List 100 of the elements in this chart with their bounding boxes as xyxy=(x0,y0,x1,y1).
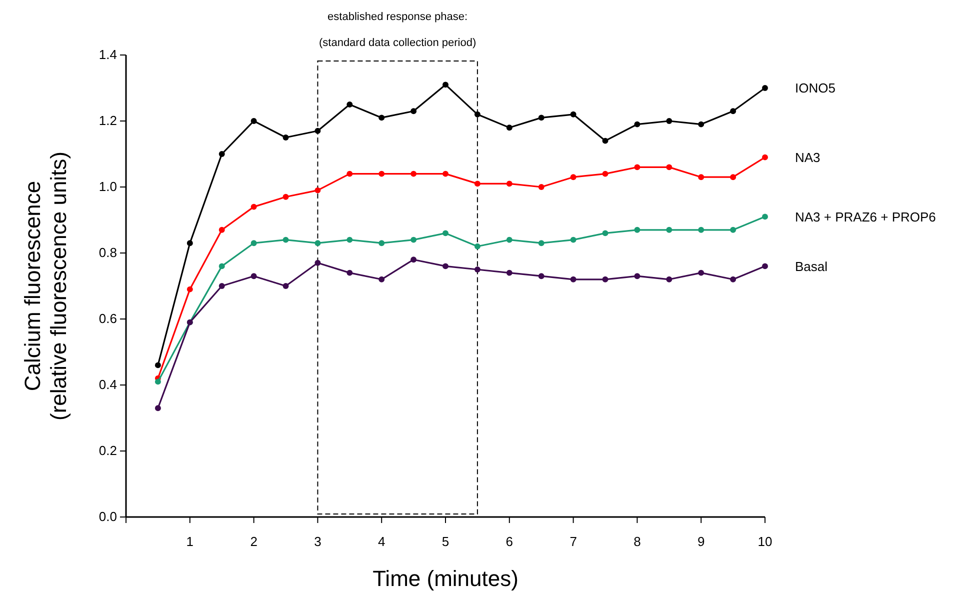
point xyxy=(762,154,768,160)
point xyxy=(666,276,672,282)
x-tick-label: 6 xyxy=(506,534,514,550)
point xyxy=(218,283,225,289)
point xyxy=(250,118,257,124)
point xyxy=(730,108,736,114)
point xyxy=(410,256,417,263)
point xyxy=(506,124,512,131)
x-tick-label: 4 xyxy=(378,534,386,550)
point xyxy=(538,240,544,246)
point xyxy=(346,102,353,108)
point xyxy=(218,151,225,157)
point xyxy=(282,283,289,289)
point xyxy=(762,263,768,270)
text: Basal xyxy=(795,258,828,274)
point xyxy=(282,134,289,140)
point xyxy=(346,270,353,276)
point xyxy=(538,273,544,280)
point xyxy=(282,236,289,243)
point xyxy=(602,276,608,282)
y-tick-label: 1.4 xyxy=(98,47,117,62)
text: IONO5 xyxy=(795,80,836,96)
point xyxy=(474,243,480,250)
point xyxy=(762,85,768,91)
point xyxy=(506,180,512,187)
x-tick-label: 9 xyxy=(697,534,705,550)
point xyxy=(474,266,480,272)
point xyxy=(730,276,736,282)
point xyxy=(378,276,385,282)
point xyxy=(474,111,480,118)
point xyxy=(314,260,321,266)
point xyxy=(314,187,321,194)
point xyxy=(410,108,417,114)
point xyxy=(698,226,704,233)
point xyxy=(442,82,448,88)
point xyxy=(698,270,704,276)
point xyxy=(250,273,257,280)
y-tick-label: 0.8 xyxy=(98,245,117,260)
point xyxy=(346,236,353,243)
point xyxy=(378,114,385,121)
point xyxy=(570,236,576,243)
y-tick-label: 0.2 xyxy=(98,443,117,458)
point xyxy=(410,170,417,177)
x-tick-label: 8 xyxy=(634,534,641,550)
x-tick-label: 1 xyxy=(186,534,194,550)
y-tick-label: 0.4 xyxy=(98,377,117,392)
y-tick-label: 1.2 xyxy=(98,113,117,128)
y-tick-label: 1.0 xyxy=(98,179,117,194)
point xyxy=(570,276,576,282)
point xyxy=(314,240,321,246)
point xyxy=(154,405,161,412)
point xyxy=(474,180,480,187)
point xyxy=(730,226,736,233)
point xyxy=(154,362,161,368)
point xyxy=(442,170,448,177)
point xyxy=(570,111,576,118)
point xyxy=(218,263,225,270)
text: NA3 + PRAZ6 + PROP6 xyxy=(795,209,936,224)
point xyxy=(666,118,672,124)
y-axis-title: Calcium fluorescence (relative fluorescence units) xyxy=(20,151,71,421)
point xyxy=(634,273,640,280)
point xyxy=(378,240,385,246)
point xyxy=(634,226,640,233)
point xyxy=(538,184,544,190)
point xyxy=(666,164,672,170)
y-tick-label: 0.6 xyxy=(98,311,117,326)
point xyxy=(250,240,257,246)
point xyxy=(634,164,640,170)
x-tick-label: 3 xyxy=(314,534,322,550)
x-tick-label: 2 xyxy=(250,534,258,550)
x-axis-title: Time (minutes) xyxy=(372,566,518,591)
point xyxy=(282,194,289,200)
point xyxy=(506,236,512,243)
point xyxy=(730,174,736,180)
point xyxy=(442,263,448,270)
text: established response phase: (standard data collection period) xyxy=(318,11,476,49)
x-tick-label: 7 xyxy=(570,534,577,550)
point xyxy=(602,170,608,177)
point xyxy=(506,270,512,276)
x-tick-label: 10 xyxy=(758,534,772,550)
point xyxy=(666,226,672,233)
point xyxy=(570,174,576,180)
point xyxy=(634,121,640,128)
point xyxy=(378,170,385,177)
y-tick-label: 0.0 xyxy=(98,509,117,524)
point xyxy=(314,128,321,134)
point xyxy=(602,138,608,144)
point xyxy=(346,170,353,177)
text: NA3 xyxy=(795,150,820,165)
point xyxy=(218,226,225,233)
point xyxy=(698,174,704,180)
point xyxy=(154,378,161,385)
point xyxy=(410,236,417,243)
point xyxy=(762,214,768,220)
point xyxy=(186,286,193,292)
point xyxy=(442,230,448,236)
point xyxy=(538,114,544,121)
point xyxy=(698,121,704,128)
point xyxy=(186,240,193,246)
point xyxy=(602,230,608,236)
